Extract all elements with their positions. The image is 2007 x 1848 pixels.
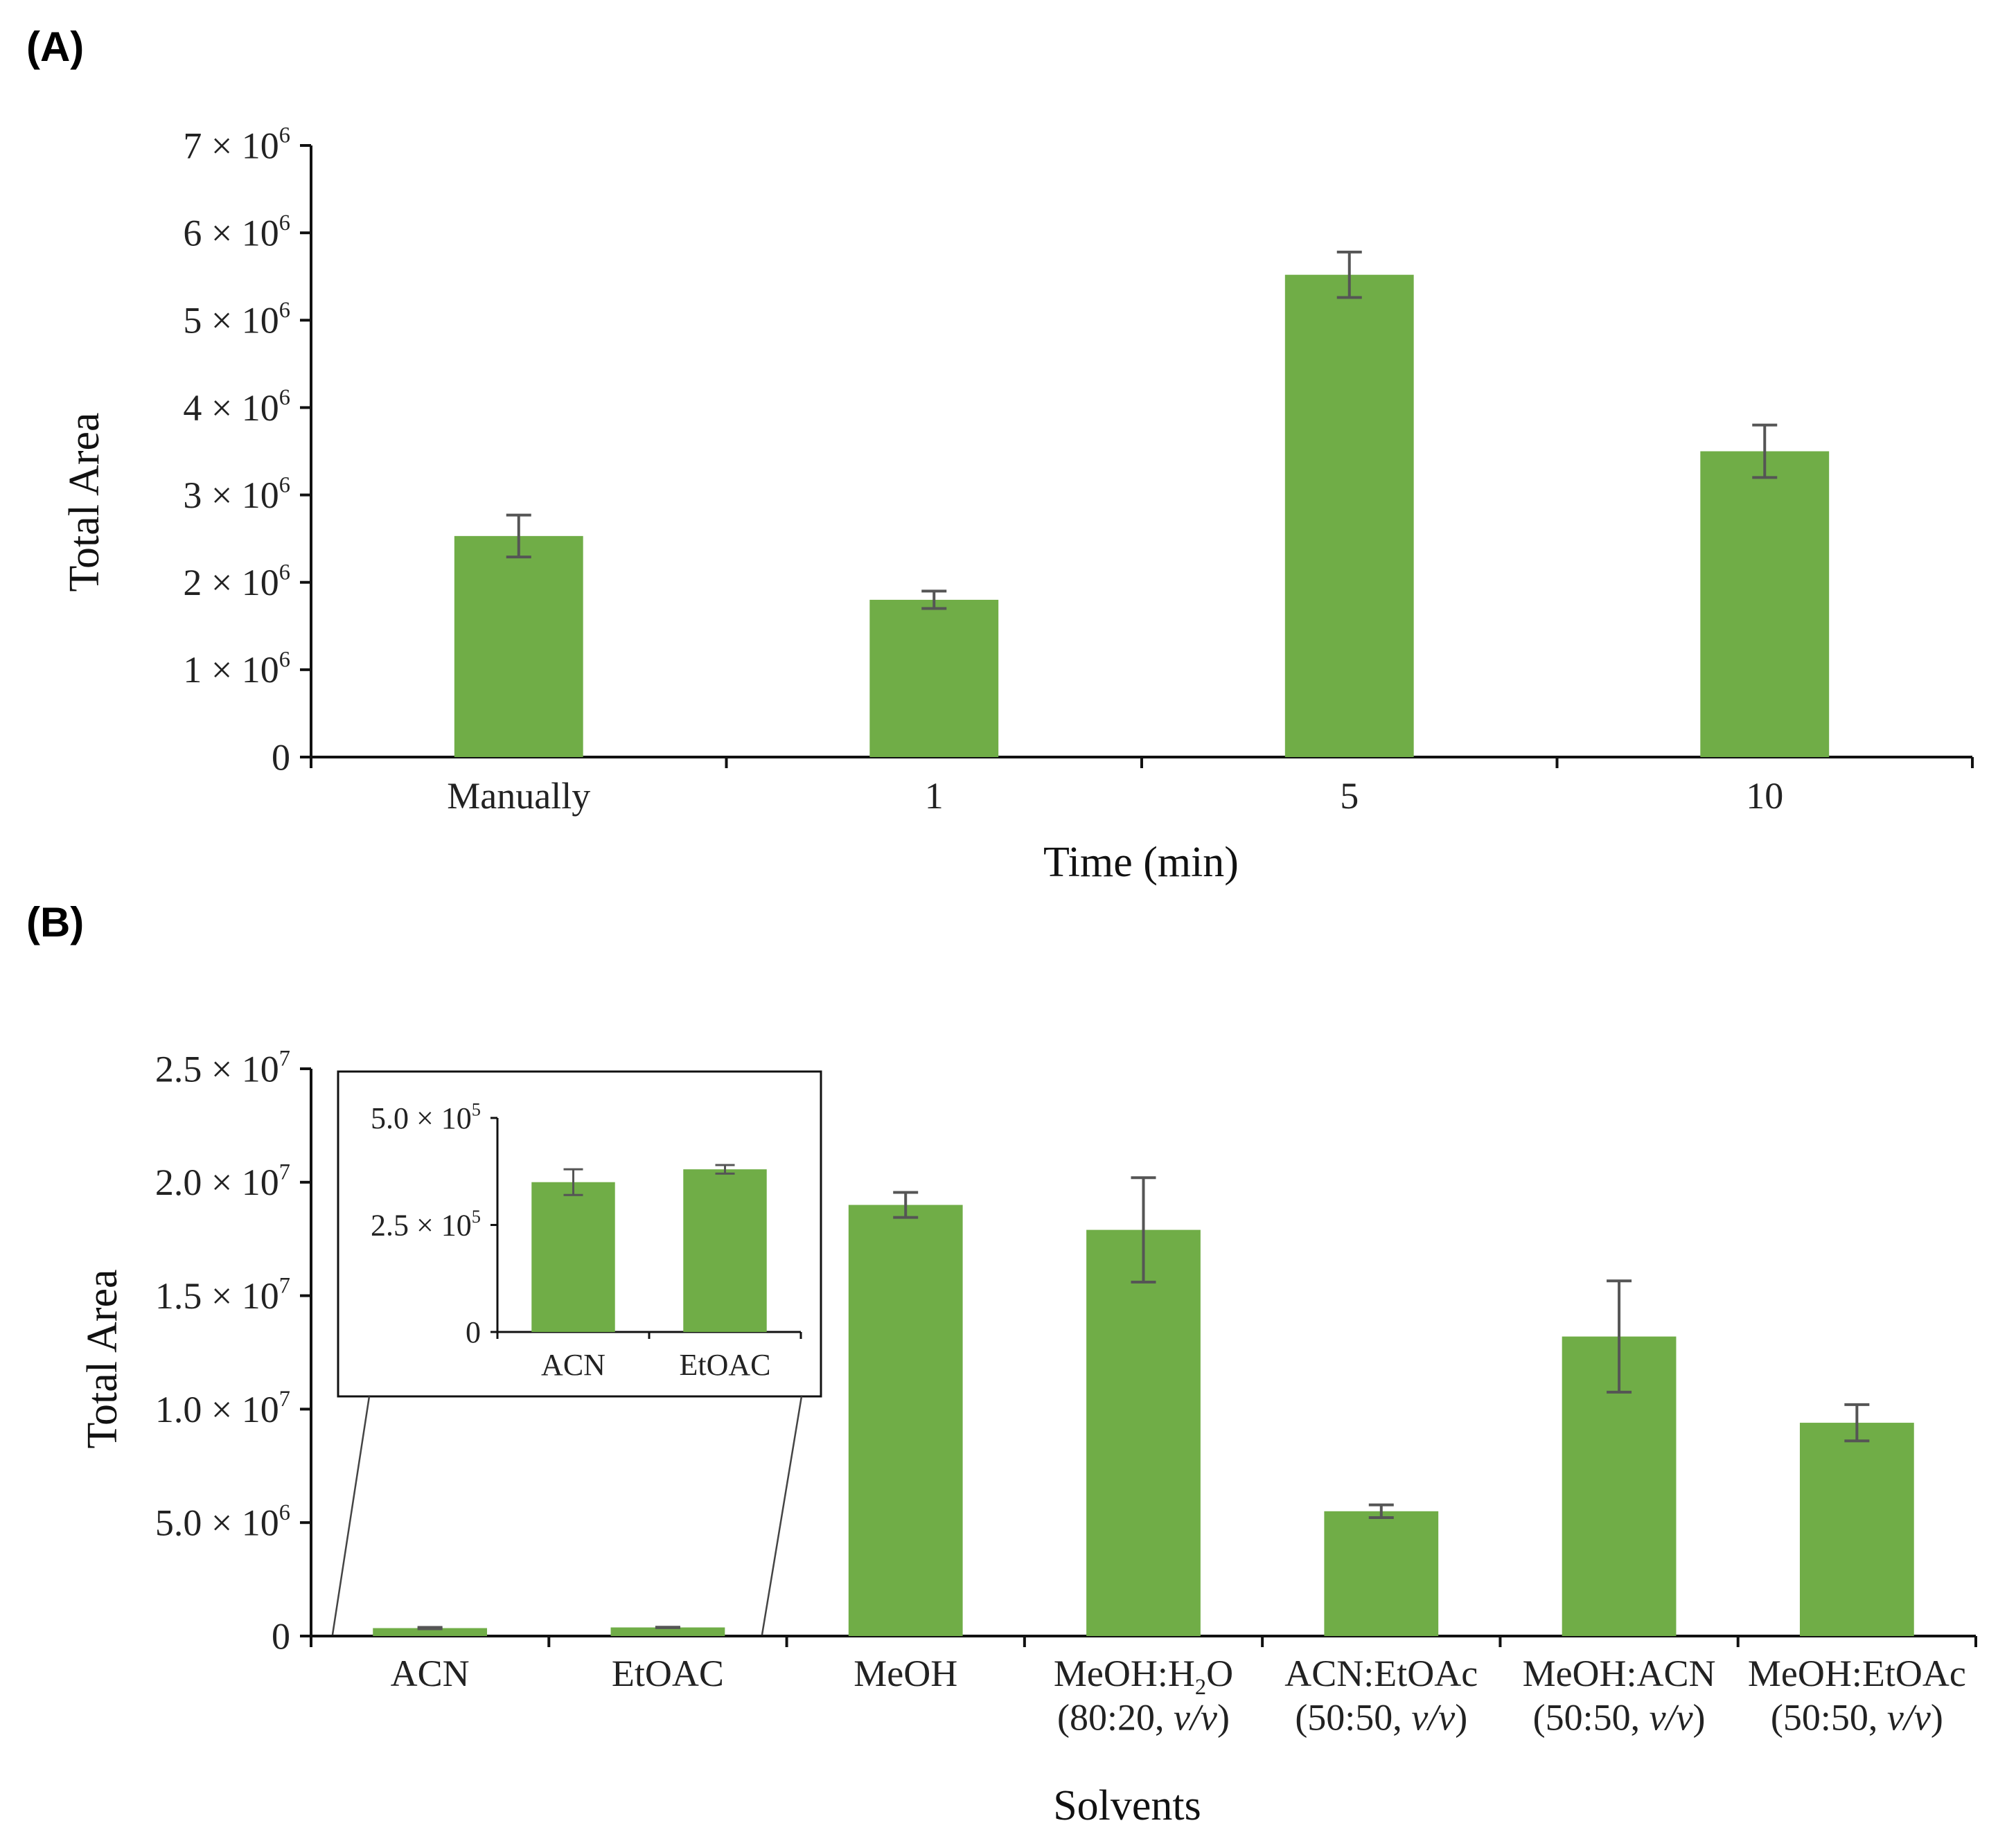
- panel-b-x-tick-label-line2: (50:50, v/v): [1771, 1697, 1943, 1739]
- panel-b-y-axis-title: Total Area: [79, 1269, 126, 1448]
- panel-b: (B) Total Area Solvents 0 5.0 × 106 1.0 × …: [26, 899, 1977, 1829]
- panel-a-plot-area: 0 1 × 106 2 × 106 3 × 106 4 × 106 5 × 106 6 × …: [183, 123, 1974, 817]
- panel-b-x-tick-label-line2: (50:50, v/v): [1533, 1697, 1706, 1739]
- panel-b-bar: [1799, 1423, 1914, 1636]
- panel-b-bar: [848, 1205, 963, 1636]
- panel-a-x-axis-title: Time (min): [1043, 839, 1239, 886]
- panel-b-x-tick-label: MeOH:ACN: [1523, 1653, 1716, 1694]
- inset-y-tick-label: 5.0 × 105: [371, 1099, 481, 1135]
- panel-a-y-tick-label: 6 × 106: [183, 211, 290, 254]
- panel-b-label: (B): [26, 899, 84, 945]
- panel-a: (A) Total Area Time (min) 0 1 × 106 2 × 10…: [26, 24, 1974, 886]
- panel-a-y-tick-label: 7 × 106: [183, 123, 290, 167]
- panel-a-y-tick-label: 4 × 106: [183, 385, 290, 429]
- panel-b-y-tick-label: 5.0 × 106: [155, 1500, 290, 1544]
- inset-x-tick-label: EtOAC: [680, 1348, 771, 1382]
- panel-b-x-tick-label: MeOH:EtOAc: [1748, 1653, 1966, 1694]
- panel-a-y-tick-label: 1 × 106: [183, 648, 290, 691]
- panel-a-x-tick-label: 10: [1746, 775, 1783, 817]
- inset-y-tick-label: 0: [466, 1315, 481, 1349]
- panel-a-y-tick-label: 5 × 106: [183, 298, 290, 341]
- panel-b-y-tick-label: 1.5 × 107: [155, 1273, 290, 1317]
- panel-a-bar: [869, 599, 999, 757]
- panel-a-y-tick-label: 0: [272, 736, 290, 778]
- panel-b-bar: [1086, 1229, 1201, 1636]
- panel-a-y-tick-label: 3 × 106: [183, 472, 290, 516]
- inset-bar: [683, 1169, 767, 1332]
- panel-b-bar: [610, 1627, 725, 1636]
- panel-b-y-tick-label: 0: [272, 1615, 290, 1657]
- panel-a-y-axis-title: Total Area: [61, 412, 108, 592]
- panel-b-y-tick-label: 1.0 × 107: [155, 1387, 290, 1430]
- inset-bar: [531, 1182, 615, 1332]
- panel-b-y-tick-label: 2.5 × 107: [155, 1047, 290, 1090]
- panel-b-inset: 0 2.5 × 105 5.0 × 105 ACN EtOAC: [331, 1070, 822, 1635]
- panel-b-bar: [373, 1628, 488, 1636]
- panel-b-bar: [1324, 1511, 1439, 1636]
- panel-b-plot-area: 0 5.0 × 106 1.0 × 107 1.5 × 107 2.0 × 107 2.5…: [155, 1047, 1977, 1739]
- panel-a-bar: [1284, 274, 1414, 758]
- panel-a-bar: [1700, 451, 1830, 757]
- panel-b-x-axis-title: Solvents: [1053, 1782, 1201, 1829]
- panel-b-x-tick-label: EtOAC: [612, 1653, 724, 1694]
- panel-a-x-tick-label: Manually: [447, 775, 590, 817]
- panel-a-y-tick-label: 2 × 106: [183, 560, 290, 603]
- panel-b-x-tick-label: MeOH: [854, 1653, 957, 1694]
- inset-connector-right: [761, 1396, 803, 1635]
- inset-y-tick-label: 2.5 × 105: [371, 1206, 481, 1242]
- inset-connector-left: [331, 1396, 371, 1635]
- inset-x-tick-label: ACN: [541, 1348, 605, 1382]
- panel-b-x-tick-label: MeOH:H2O: [1054, 1653, 1233, 1700]
- panel-b-y-tick-label: 2.0 × 107: [155, 1160, 290, 1203]
- panel-a-bar: [454, 535, 583, 757]
- panel-a-label: (A): [26, 24, 84, 70]
- panel-b-x-tick-label-line2: (80:20, v/v): [1057, 1697, 1230, 1739]
- panel-b-x-tick-label: ACN:EtOAc: [1284, 1653, 1478, 1694]
- panel-a-x-tick-label: 1: [925, 775, 944, 817]
- panel-b-x-tick-label: ACN: [391, 1653, 470, 1694]
- panel-b-x-tick-label-line2: (50:50, v/v): [1295, 1697, 1467, 1739]
- panel-a-x-tick-label: 5: [1340, 775, 1359, 817]
